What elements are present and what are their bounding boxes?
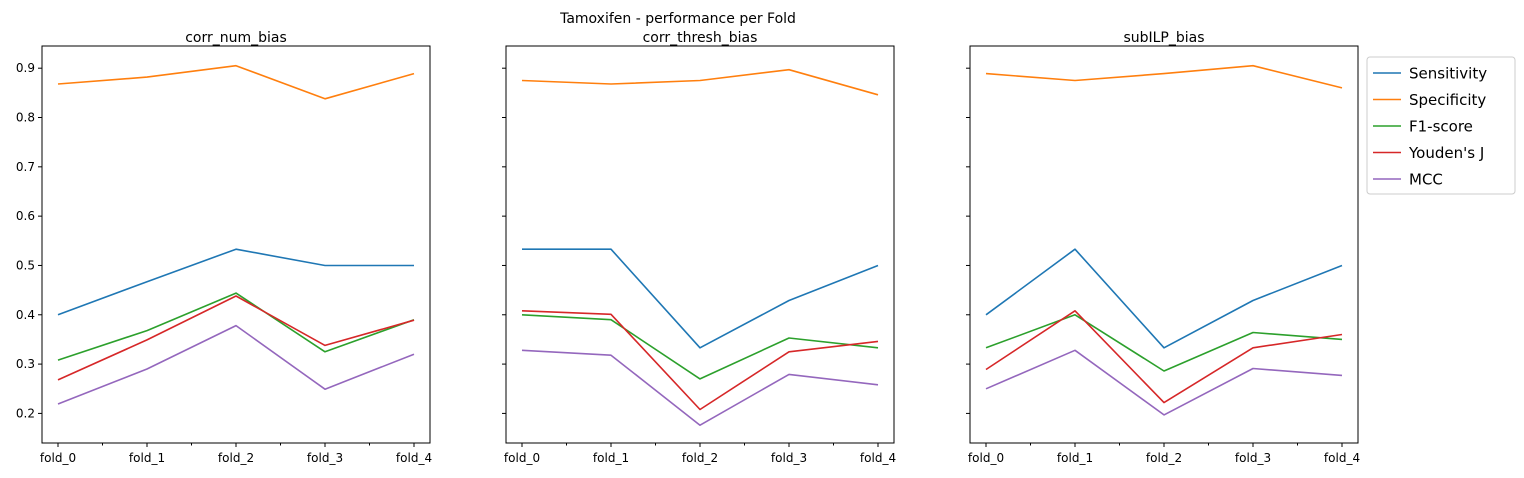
x-tick-label: fold_1 — [593, 451, 629, 465]
x-tick-label: fold_0 — [40, 451, 76, 465]
legend-frame — [1366, 56, 1516, 195]
series-line-sensitivity — [985, 248, 1343, 349]
y-tick-label: 0.7 — [16, 160, 35, 174]
series-line-specificity — [985, 64, 1343, 89]
x-tick-label: fold_3 — [1235, 451, 1271, 465]
y-tick-label: 0.6 — [16, 209, 35, 223]
x-tick-label: fold_1 — [1057, 451, 1093, 465]
series-line-youden-s-j — [57, 295, 415, 381]
legend: Sensitivity Specificity F1-score Youden's J… — [1366, 56, 1516, 195]
x-tick-label: fold_2 — [1146, 451, 1182, 465]
series-line-specificity — [57, 64, 415, 100]
legend-item: Specificity — [1373, 91, 1486, 109]
panel-title: corr_thresh_bias — [643, 30, 758, 46]
x-tick-label: fold_2 — [682, 451, 718, 465]
x-tick-label: fold_4 — [860, 451, 896, 465]
panel-title: subILP_bias — [1123, 30, 1204, 46]
legend-item: MCC — [1373, 171, 1443, 189]
series-line-youden-s-j — [985, 309, 1343, 404]
y-tick-label: 0.5 — [16, 258, 35, 272]
series-line-specificity — [521, 68, 879, 96]
legend-label: Youden's J — [1408, 144, 1484, 162]
legend-label: MCC — [1409, 171, 1443, 189]
x-tick-label: fold_0 — [968, 451, 1004, 465]
series-line-mcc — [521, 349, 879, 427]
x-tick-label: fold_3 — [771, 451, 807, 465]
legend-item: Sensitivity — [1373, 65, 1487, 83]
legend-label: Sensitivity — [1409, 65, 1487, 83]
panel-corr_num_bias: corr_num_bias 0.2 0.3 0.4 0.5 0.6 0.7 0.8 0.9 fol… — [16, 30, 432, 465]
series-line-f1-score — [57, 292, 415, 361]
x-tick-label: fold_0 — [504, 451, 540, 465]
y-tick-label: 0.2 — [16, 406, 35, 420]
legend-item: Youden's J — [1373, 144, 1484, 162]
x-tick-label: fold_3 — [307, 451, 343, 465]
y-tick-label: 0.3 — [16, 357, 35, 371]
series-line-f1-score — [521, 314, 879, 380]
axis-frame — [969, 45, 1359, 444]
axis-frame — [41, 45, 431, 444]
figure-title: Tamoxifen - performance per Fold — [559, 11, 796, 27]
legend-item: F1-score — [1373, 118, 1473, 136]
series-line-sensitivity — [57, 248, 414, 316]
series-line-sensitivity — [522, 248, 879, 349]
axis-frame — [505, 45, 895, 444]
panels: corr_num_bias 0.2 0.3 0.4 0.5 0.6 0.7 0.8 0.9 fol… — [16, 30, 1360, 465]
legend-label: Specificity — [1409, 91, 1486, 109]
y-tick-label: 0.9 — [16, 61, 35, 75]
series-line-youden-s-j — [521, 310, 879, 411]
x-tick-label: fold_4 — [396, 451, 432, 465]
series-line-mcc — [57, 324, 415, 405]
y-tick-label: 0.8 — [16, 111, 35, 125]
series-line-f1-score — [985, 313, 1343, 372]
y-tick-label: 0.4 — [16, 308, 35, 322]
panel-subILP_bias: subILP_bias fold_0 fold_1 fold_2 fold_3 fold_… — [966, 30, 1360, 465]
panel-title: corr_num_bias — [185, 30, 287, 46]
x-tick-label: fold_4 — [1324, 451, 1360, 465]
legend-label: F1-score — [1409, 118, 1473, 136]
x-tick-label: fold_1 — [129, 451, 165, 465]
panel-corr_thresh_bias: corr_thresh_bias fold_0 fold_1 fold_2 fold_3… — [502, 30, 896, 465]
series-line-mcc — [985, 349, 1343, 416]
x-tick-label: fold_2 — [218, 451, 254, 465]
